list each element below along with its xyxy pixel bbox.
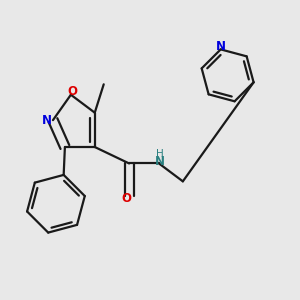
- Text: O: O: [121, 192, 131, 205]
- Text: O: O: [68, 85, 77, 98]
- Text: N: N: [41, 114, 51, 127]
- Text: H: H: [156, 149, 164, 160]
- Text: N: N: [216, 40, 226, 53]
- Text: N: N: [154, 155, 165, 168]
